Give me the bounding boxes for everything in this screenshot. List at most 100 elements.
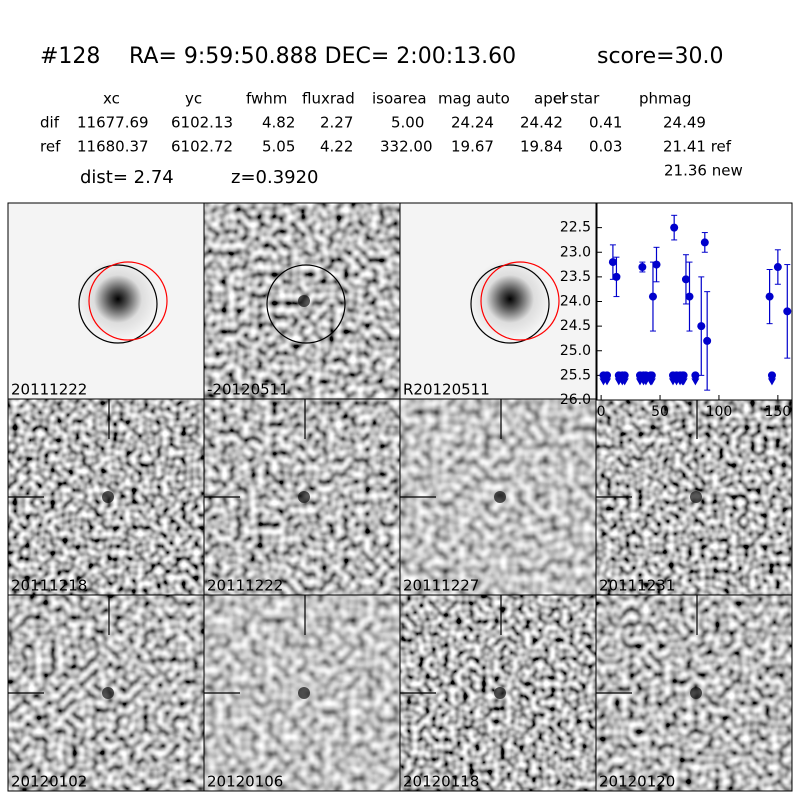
phmag-new: 21.36 new (664, 162, 743, 180)
stamp-label: 20120118 (403, 773, 479, 791)
detection (783, 307, 792, 316)
redshift: z=0.3920 (231, 167, 319, 188)
stamp-frame (595, 594, 793, 792)
y-tick-label: 25.0 (560, 343, 591, 359)
light-curve: 22.5 23.0 23.5 24.0 24.5 25.0 25.5 26.0 0 50 100 15… (560, 202, 793, 420)
column-header: xc (103, 90, 120, 108)
stamp: 20120118 (399, 594, 597, 792)
source (102, 687, 114, 699)
source (102, 491, 114, 503)
table-cell: 19.67 (451, 138, 494, 156)
header: #128 RA= 9:59:50.888 DEC= 2:00:13.60 score… (40, 44, 743, 188)
table-cell: 11680.37 (77, 138, 149, 156)
stamp: R20120511 (399, 202, 597, 400)
table-cell: 19.84 (520, 138, 563, 156)
ref-circle (470, 264, 550, 344)
ref-circle (266, 264, 346, 344)
galaxy (78, 259, 158, 339)
y-tick-label: 22.5 (560, 220, 591, 236)
distance: dist= 2.74 (80, 167, 174, 188)
table-cell: 24.42 (520, 114, 563, 132)
table-cell: 0.41 (589, 114, 622, 132)
upper-limit (620, 378, 629, 386)
source (298, 491, 310, 503)
table-cell: 21.41 ref (663, 138, 732, 156)
row-label: dif (40, 114, 60, 132)
limit-point (647, 371, 656, 380)
detection (697, 322, 706, 331)
detection (681, 275, 690, 284)
stamp-label: 20111231 (599, 577, 675, 595)
stamp-label: 20120120 (599, 773, 675, 791)
x-tick-label: 50 (651, 404, 669, 420)
source (494, 687, 506, 699)
detection (652, 260, 661, 269)
table-cell: 5.05 (262, 138, 295, 156)
detection (685, 292, 694, 301)
table-cell: 24.24 (451, 114, 494, 132)
y-tick-label: 24.0 (560, 294, 591, 310)
source (494, 491, 506, 503)
table-cell: 11677.69 (77, 114, 149, 132)
x-tick-label: 100 (706, 404, 733, 420)
column-header: aper (534, 90, 569, 108)
column-header: isoarea (372, 90, 427, 108)
upper-limit (603, 378, 612, 386)
stamp-label: 20120106 (207, 773, 283, 791)
y-tick-label: 24.5 (560, 318, 591, 334)
stamp-label: 20111218 (11, 577, 87, 595)
detection (670, 223, 679, 232)
stamp-label: -20120511 (207, 381, 289, 399)
galaxy (470, 259, 550, 339)
table-cell: 4.82 (262, 114, 295, 132)
y-tick-label: 23.5 (560, 269, 591, 285)
stamp-label: R20120511 (403, 381, 490, 399)
detection (638, 263, 647, 272)
new-circle (88, 261, 168, 341)
stamp: 20111222 (203, 398, 401, 596)
detection (608, 258, 617, 267)
detection (648, 292, 657, 301)
x-tick-label: 150 (764, 404, 791, 420)
column-header: fluxrad (302, 90, 355, 108)
stamp-label: 20111227 (403, 577, 479, 595)
y-tick-label: 23.0 (560, 244, 591, 260)
row-label: ref (40, 138, 61, 156)
limit-point (679, 371, 688, 380)
stamp: 20111218 (7, 398, 205, 596)
coordinates: RA= 9:59:50.888 DEC= 2:00:13.60 (129, 44, 516, 69)
stamp-label: 20111222 (11, 381, 87, 399)
source (690, 491, 702, 503)
x-tick-label: 0 (597, 404, 606, 420)
limit-point (603, 371, 612, 380)
table-cell: 332.00 (380, 138, 433, 156)
column-header: fwhm (246, 90, 287, 108)
plot-area (596, 202, 793, 401)
table-cell: 6102.72 (171, 138, 233, 156)
source (298, 295, 310, 307)
stamp: 20120106 (203, 594, 401, 792)
table-cell: 4.22 (320, 138, 353, 156)
ref-circle (78, 264, 158, 344)
score: score=30.0 (597, 44, 724, 69)
table-cell: 6102.13 (171, 114, 233, 132)
detection (700, 238, 709, 247)
detection (703, 336, 712, 345)
detection (765, 292, 774, 301)
column-header: yc (185, 90, 202, 108)
upper-limit (647, 378, 656, 386)
y-tick-label: 25.5 (560, 367, 591, 383)
stamp: 20111231 (595, 398, 793, 596)
table-cell: 5.00 (391, 114, 424, 132)
source (298, 687, 310, 699)
table-cell: 0.03 (589, 138, 622, 156)
stamp: 20120120 (595, 594, 793, 792)
candidate-id: #128 (40, 44, 100, 69)
upper-limit (679, 378, 688, 386)
stamp: -20120511 (203, 202, 401, 400)
column-header: mag auto (438, 90, 510, 108)
stamp-label: 20120102 (11, 773, 87, 791)
stamp: 20111227 (399, 398, 597, 596)
